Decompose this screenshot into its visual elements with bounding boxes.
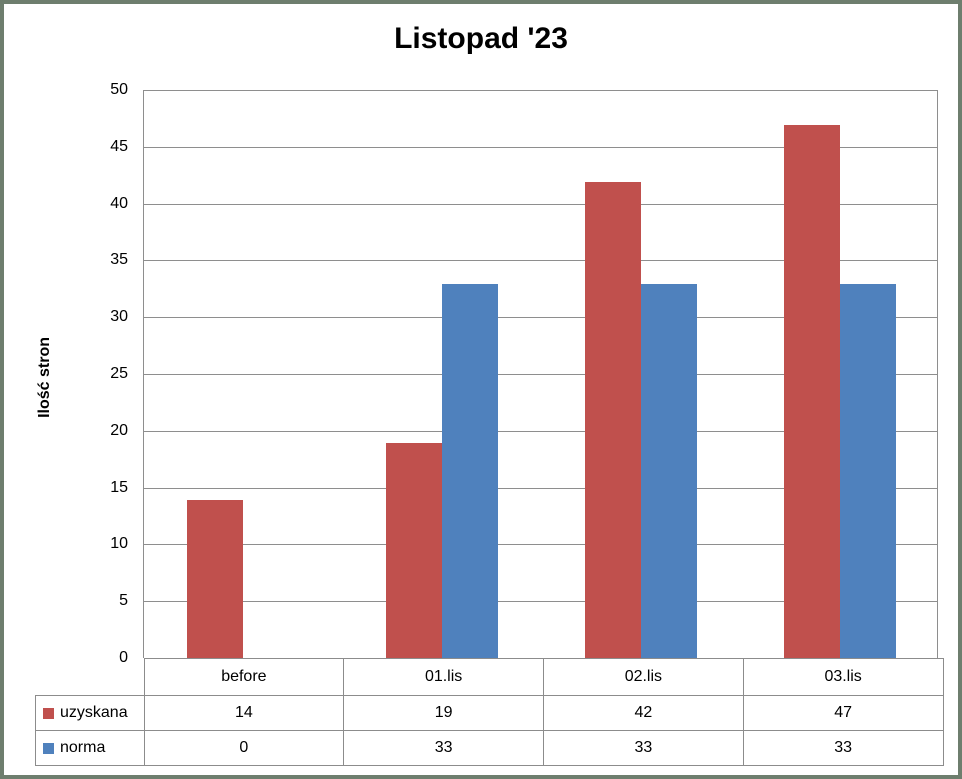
- chart-title: Listopad '23: [394, 22, 568, 55]
- bar-norma-02.lis: [641, 284, 697, 659]
- bar-uzyskana-02.lis: [585, 182, 641, 659]
- table-value-norma-01.lis: 33: [343, 730, 544, 766]
- y-tick-label-30: 30: [110, 308, 128, 326]
- legend-item-uzyskana: uzyskana: [35, 695, 145, 731]
- table-value-uzyskana-before: 14: [143, 695, 345, 731]
- table-value-norma-before: 0: [143, 730, 345, 766]
- table-value-uzyskana-03.lis: 47: [742, 695, 944, 731]
- y-tick-label-35: 35: [110, 251, 128, 269]
- plot-area: [143, 90, 938, 659]
- table-value-norma-02.lis: 33: [543, 730, 744, 766]
- y-axis-title: Ilość stron: [28, 300, 62, 455]
- category-label-before: before: [143, 658, 345, 696]
- legend-label-norma: norma: [60, 739, 106, 756]
- table-value-uzyskana-02.lis: 42: [543, 695, 744, 731]
- y-tick-label-15: 15: [110, 478, 128, 496]
- category-label-01.lis: 01.lis: [343, 658, 544, 696]
- y-tick-label-40: 40: [110, 194, 128, 212]
- y-tick-label-25: 25: [110, 365, 128, 382]
- legend-swatch-uzyskana: [43, 707, 54, 719]
- data-table: before 01.lis 02.lis 03.lis uzyskana 14 19 42 47…: [35, 658, 944, 766]
- gridline-10: [144, 544, 937, 546]
- y-axis-title-text: Ilość stron: [36, 337, 53, 418]
- category-label-03.lis: 03.lis: [742, 658, 944, 696]
- bar-uzyskana-01.lis: [386, 443, 442, 659]
- legend-label-uzyskana: uzyskana: [60, 704, 128, 721]
- gridline-5: [144, 601, 937, 603]
- gridline-35: [144, 260, 937, 262]
- bar-uzyskana-03.lis: [784, 125, 840, 659]
- y-tick-label-45: 45: [110, 137, 128, 155]
- gridline-45: [144, 146, 937, 148]
- gridline-25: [144, 374, 937, 375]
- gridline-40: [144, 203, 937, 205]
- table-value-norma-03.lis: 33: [742, 730, 944, 766]
- category-label-02.lis: 02.lis: [543, 658, 744, 696]
- gridline-20: [144, 430, 937, 432]
- legend-swatch-norma: [43, 742, 54, 754]
- table-value-uzyskana-01.lis: 19: [343, 695, 544, 731]
- bar-norma-01.lis: [442, 284, 498, 659]
- bar-norma-03.lis: [840, 284, 896, 659]
- gridline-15: [144, 487, 937, 489]
- y-tick-label-20: 20: [110, 421, 128, 439]
- y-tick-label-50: 50: [110, 81, 128, 98]
- gridline-30: [144, 317, 937, 319]
- y-tick-label-5: 5: [119, 592, 128, 610]
- y-tick-label-0: 0: [119, 649, 128, 666]
- bar-uzyskana-before: [187, 500, 243, 659]
- y-tick-label-10: 10: [110, 535, 128, 553]
- legend-item-norma: norma: [35, 730, 145, 766]
- table-corner-spacer: [36, 659, 145, 696]
